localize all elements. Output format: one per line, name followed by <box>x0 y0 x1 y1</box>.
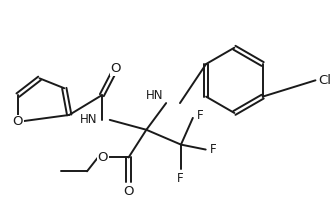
Text: F: F <box>177 172 183 185</box>
Text: Cl: Cl <box>318 74 331 87</box>
Text: O: O <box>123 185 134 198</box>
Text: O: O <box>111 62 121 75</box>
Text: F: F <box>197 110 203 122</box>
Text: F: F <box>210 143 216 156</box>
Text: HN: HN <box>79 113 97 126</box>
Text: O: O <box>13 115 23 128</box>
Text: O: O <box>98 151 108 164</box>
Text: HN: HN <box>146 89 163 102</box>
